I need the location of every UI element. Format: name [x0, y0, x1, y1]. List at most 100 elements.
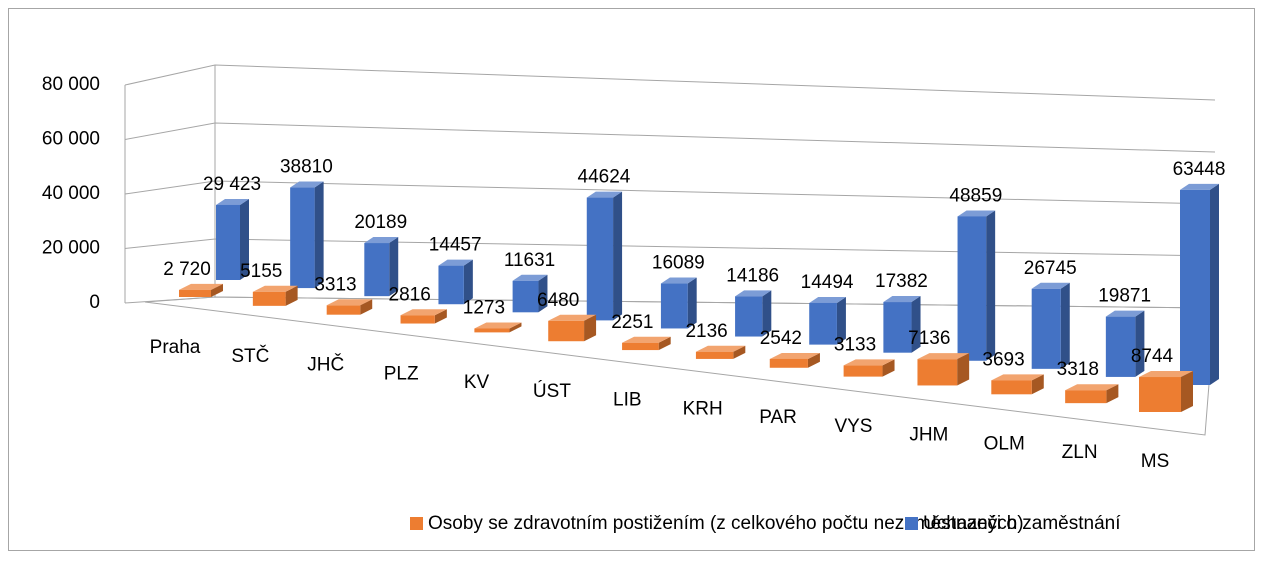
- data-label: 63448: [1173, 159, 1226, 180]
- bar-side: [957, 353, 970, 386]
- bar: [512, 280, 539, 313]
- data-label: 3693: [982, 349, 1024, 370]
- x-tick-label: MS: [1141, 451, 1170, 472]
- x-tick-label: Praha: [150, 337, 201, 358]
- bar: [883, 302, 912, 353]
- legend-swatch: [410, 517, 423, 530]
- bar-top: [252, 285, 298, 292]
- data-label: 1273: [463, 298, 505, 319]
- x-tick-label: VYS: [834, 416, 872, 437]
- x-tick-label: LIB: [613, 390, 642, 411]
- bar: [179, 289, 211, 297]
- x-tick-label: KV: [464, 372, 490, 393]
- data-label: 6480: [537, 290, 579, 311]
- bar-side: [1031, 374, 1044, 395]
- bar: [252, 291, 286, 306]
- grid-line: [124, 296, 1216, 309]
- bar-top: [179, 283, 223, 290]
- bar-top: [843, 359, 895, 366]
- bar-top: [1065, 384, 1119, 391]
- bar-top: [957, 210, 996, 217]
- bar-side: [584, 314, 597, 342]
- bar: [1180, 189, 1210, 385]
- bar: [1139, 377, 1181, 412]
- bar-top: [474, 322, 522, 329]
- data-label: 14494: [801, 272, 854, 293]
- bar-side: [434, 309, 447, 324]
- bar-side: [882, 359, 895, 377]
- x-tick-label: ZLN: [1062, 442, 1098, 463]
- bar-top: [883, 296, 921, 303]
- bar-top: [216, 198, 249, 205]
- data-label: 16089: [652, 253, 705, 274]
- y-tick-label: 0: [89, 292, 100, 313]
- bar-side: [509, 322, 522, 333]
- bar: [917, 359, 958, 386]
- data-label: 26745: [1024, 258, 1077, 279]
- bar-side: [762, 290, 772, 337]
- bar-side: [658, 336, 671, 351]
- bar-top: [695, 345, 746, 352]
- bar-top: [917, 353, 970, 360]
- grid-line: [124, 64, 1216, 101]
- bar: [769, 358, 808, 368]
- data-label: 14457: [429, 235, 482, 256]
- bar: [474, 328, 510, 333]
- data-label: 48859: [949, 185, 1002, 206]
- bar: [364, 243, 390, 297]
- data-label: 14186: [726, 265, 779, 286]
- y-tick-label: 40 000: [42, 183, 100, 204]
- bar: [622, 342, 659, 351]
- grid-line: [124, 180, 1216, 205]
- legend-label: Osoby se zdravotním postižením (z celkov…: [428, 513, 1024, 534]
- bar-side: [389, 237, 399, 297]
- bar-top: [290, 181, 324, 188]
- bar-top: [548, 314, 597, 321]
- x-tick-label: STČ: [231, 345, 269, 367]
- data-label: 17382: [875, 271, 928, 292]
- bar-top: [622, 336, 671, 343]
- bar-side: [687, 277, 697, 329]
- data-label: 2251: [611, 312, 653, 333]
- bar-top: [1031, 282, 1070, 289]
- bar: [735, 296, 763, 337]
- y-tick-label: 20 000: [42, 238, 100, 259]
- data-label: 2542: [760, 328, 802, 349]
- bar: [1105, 316, 1136, 377]
- bar-top: [1180, 183, 1219, 190]
- bar-top: [586, 191, 623, 198]
- x-tick-label: JHČ: [307, 354, 344, 376]
- bar-side: [911, 296, 921, 353]
- bar: [290, 187, 315, 289]
- bar: [843, 365, 883, 377]
- bar-top: [809, 296, 846, 303]
- x-tick-label: OLM: [984, 433, 1025, 454]
- bar-side: [986, 210, 996, 361]
- bar: [991, 380, 1032, 395]
- data-label: 5155: [240, 261, 282, 282]
- x-tick-label: JHM: [909, 425, 948, 446]
- bar: [586, 197, 614, 321]
- bar-side: [1210, 183, 1219, 385]
- x-tick-label: PLZ: [384, 363, 419, 384]
- x-tick-label: ÚST: [533, 380, 571, 402]
- bar-side: [285, 285, 298, 306]
- legend-swatch: [905, 517, 918, 530]
- bar-top: [769, 352, 820, 359]
- bar: [660, 283, 688, 329]
- bar: [216, 204, 240, 280]
- grid-line: [124, 122, 1216, 153]
- bar-side: [1135, 310, 1145, 377]
- bar-top: [364, 237, 399, 244]
- bar: [695, 351, 734, 359]
- data-label: 20189: [354, 212, 407, 233]
- bar-side: [360, 299, 373, 315]
- bar-side: [836, 296, 846, 345]
- bar-top: [512, 274, 548, 281]
- bar-side: [733, 345, 746, 359]
- bar-top: [735, 290, 772, 297]
- bar-side: [1060, 282, 1070, 369]
- bar-side: [314, 181, 324, 289]
- data-label: 2136: [685, 321, 727, 342]
